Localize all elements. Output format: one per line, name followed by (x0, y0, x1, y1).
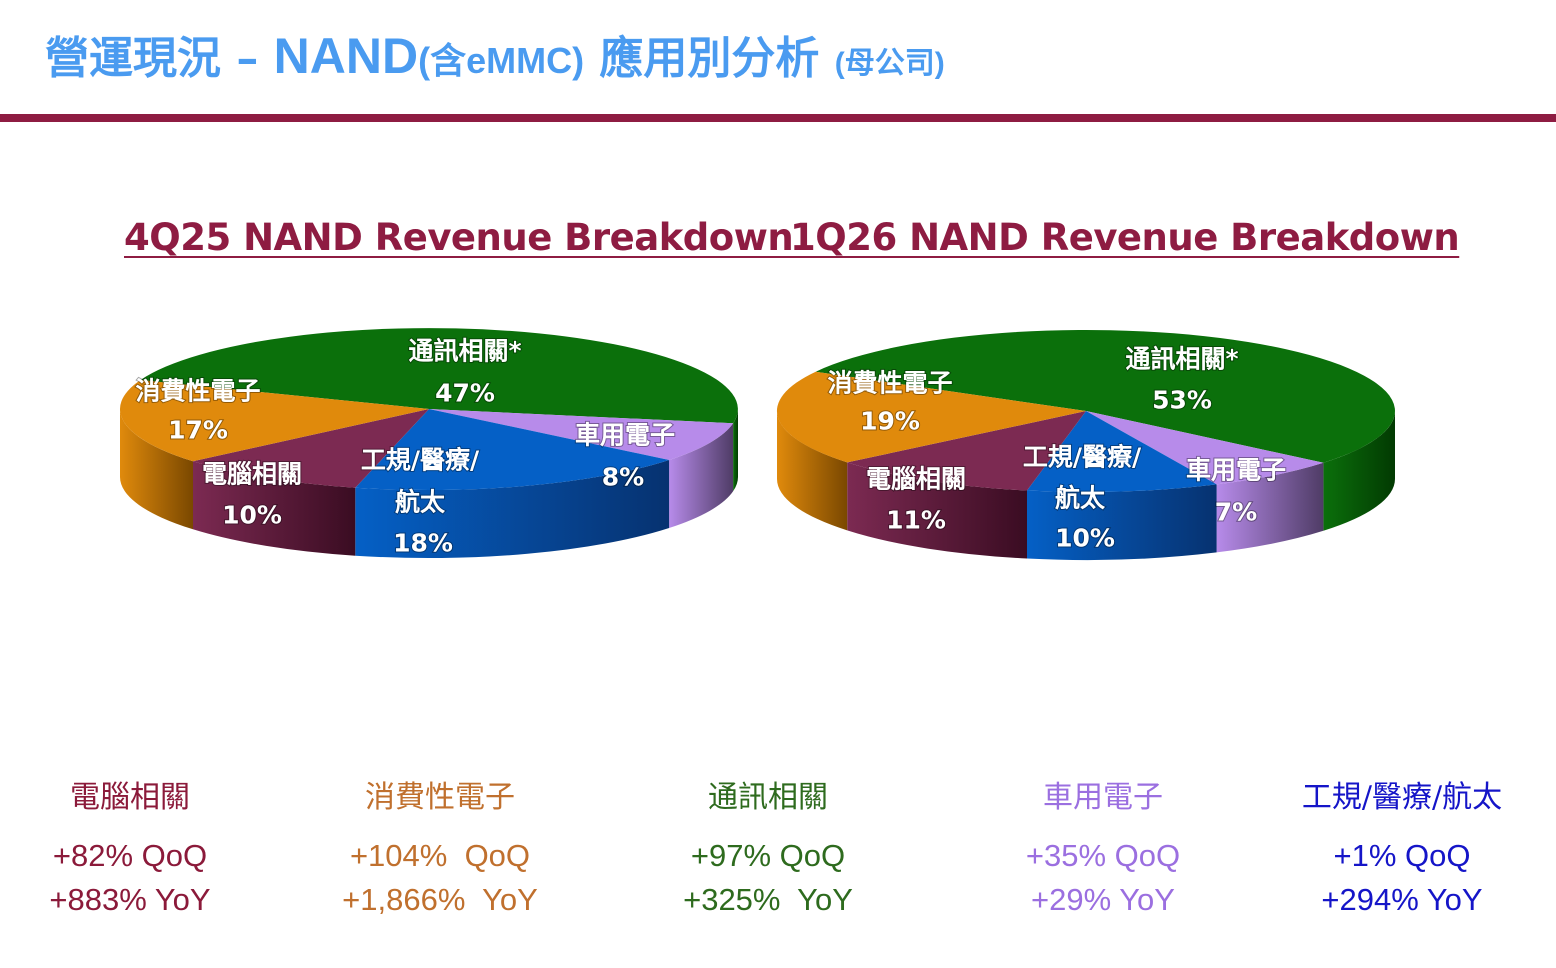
slice-value: 8% (602, 463, 644, 492)
chart-title-1q26: 1Q26 NAND Revenue Breakdown (790, 216, 1460, 259)
yoy-value: +325% YoY (683, 882, 853, 917)
pie-labels-1q26: 通訊相關* 53% 車用電子 7% 工規/醫療/ 航太 10% 電腦相關 11%… (826, 344, 1287, 554)
slice-consumer (776, 371, 1086, 463)
slice-value: 7% (1215, 498, 1257, 527)
slice-label: 航太 (395, 488, 446, 517)
pie-tops (776, 329, 1395, 492)
qoq-value: +104% QoQ (349, 838, 531, 873)
slice-value: 53% (1152, 386, 1212, 415)
qoq-value: +82% QoQ (52, 838, 208, 873)
title-text: 營運現況 – (45, 33, 274, 84)
slice-label: 工規/醫療/ (1023, 443, 1142, 472)
slice-label: 車用電子 (575, 421, 675, 450)
slice-communications (815, 329, 1395, 463)
pie-chart-4q25 (119, 328, 738, 559)
qoq-value: +35% QoQ (1025, 838, 1181, 873)
slice-label: 消費性電子 (135, 377, 260, 406)
pie-tops (119, 328, 738, 491)
slice-industrial (355, 409, 670, 491)
yoy-value: +29% YoY (1031, 882, 1175, 917)
pie-sides (777, 411, 1395, 560)
slice-label: 消費性電子 (827, 369, 952, 398)
slice-value: 47% (435, 379, 495, 408)
slice-consumer (119, 380, 429, 462)
slice-side-automotive (1216, 462, 1324, 553)
slice-automotive (1086, 411, 1324, 485)
chart-title-4q25: 4Q25 NAND Revenue Breakdown (124, 216, 794, 259)
yoy-value: +294% YoY (1321, 882, 1483, 917)
qoq-value: +97% QoQ (690, 838, 846, 873)
slice-industrial (1027, 411, 1217, 492)
slice-side-computing (193, 461, 356, 556)
slice-side-industrial (1027, 484, 1217, 560)
page-title: 營運現況 – NAND(含eMMC) 應用別分析 (母公司) (45, 22, 945, 86)
qoq-value: +1% QoQ (1333, 838, 1471, 873)
slice-label: 電腦相關 (202, 460, 302, 489)
slice-value: 18% (393, 529, 453, 558)
category-name: 通訊相關 (708, 780, 828, 815)
slice-label: 電腦相關 (866, 465, 966, 494)
slice-automotive (429, 409, 734, 460)
pie-chart-1q26 (776, 329, 1395, 560)
category-name: 車用電子 (1043, 780, 1163, 815)
pie-labels-4q25: 通訊相關* 47% 車用電子 8% 工規/醫療/ 航太 18% 電腦相關 10%… (134, 336, 676, 559)
title-text: NAND (273, 28, 419, 84)
slice-side-communications (733, 409, 738, 492)
slice-side-automotive (669, 423, 734, 528)
growth-computing: 電腦相關 +82% QoQ +883% YoY (0, 772, 280, 917)
yoy-value: +883% YoY (49, 882, 211, 917)
yoy-value: +1,866% YoY (342, 882, 538, 917)
slice-value: 10% (1055, 524, 1115, 553)
title-text: (含eMMC) (418, 40, 585, 81)
title-divider (0, 114, 1556, 122)
title-text: 應用別分析 (584, 33, 835, 84)
slice-side-computing (847, 462, 1027, 559)
slice-computing (193, 409, 429, 488)
slice-communications (140, 328, 738, 424)
slice-side-communications (1323, 411, 1395, 531)
slice-label: 通訊相關* (408, 337, 521, 366)
category-name: 電腦相關 (70, 780, 190, 815)
slice-value: 17% (168, 416, 228, 445)
growth-communications: 通訊相關 +97% QoQ +325% YoY (618, 772, 918, 917)
slice-label: 航太 (1055, 484, 1106, 513)
slice-side-industrial (355, 460, 670, 559)
slice-label: 工規/醫療/ (361, 446, 480, 475)
pie-sides (119, 409, 738, 559)
slice-value: 11% (886, 506, 946, 535)
slice-computing (847, 411, 1086, 491)
growth-automotive: 車用電子 +35% QoQ +29% YoY (953, 772, 1253, 917)
slice-side-consumer (119, 409, 193, 530)
slice-value: 10% (222, 501, 282, 530)
growth-industrial: 工規/醫療/航太 +1% QoQ +294% YoY (1252, 772, 1552, 917)
category-name: 工規/醫療/航太 (1301, 780, 1503, 815)
slice-side-consumer (777, 411, 848, 531)
slice-label: 通訊相關* (1125, 345, 1238, 374)
slice-value: 19% (860, 407, 920, 436)
slice-label: 車用電子 (1186, 456, 1286, 485)
category-name: 消費性電子 (365, 780, 515, 815)
title-text: (母公司) (834, 47, 945, 80)
growth-consumer: 消費性電子 +104% QoQ +1,866% YoY (290, 772, 590, 917)
